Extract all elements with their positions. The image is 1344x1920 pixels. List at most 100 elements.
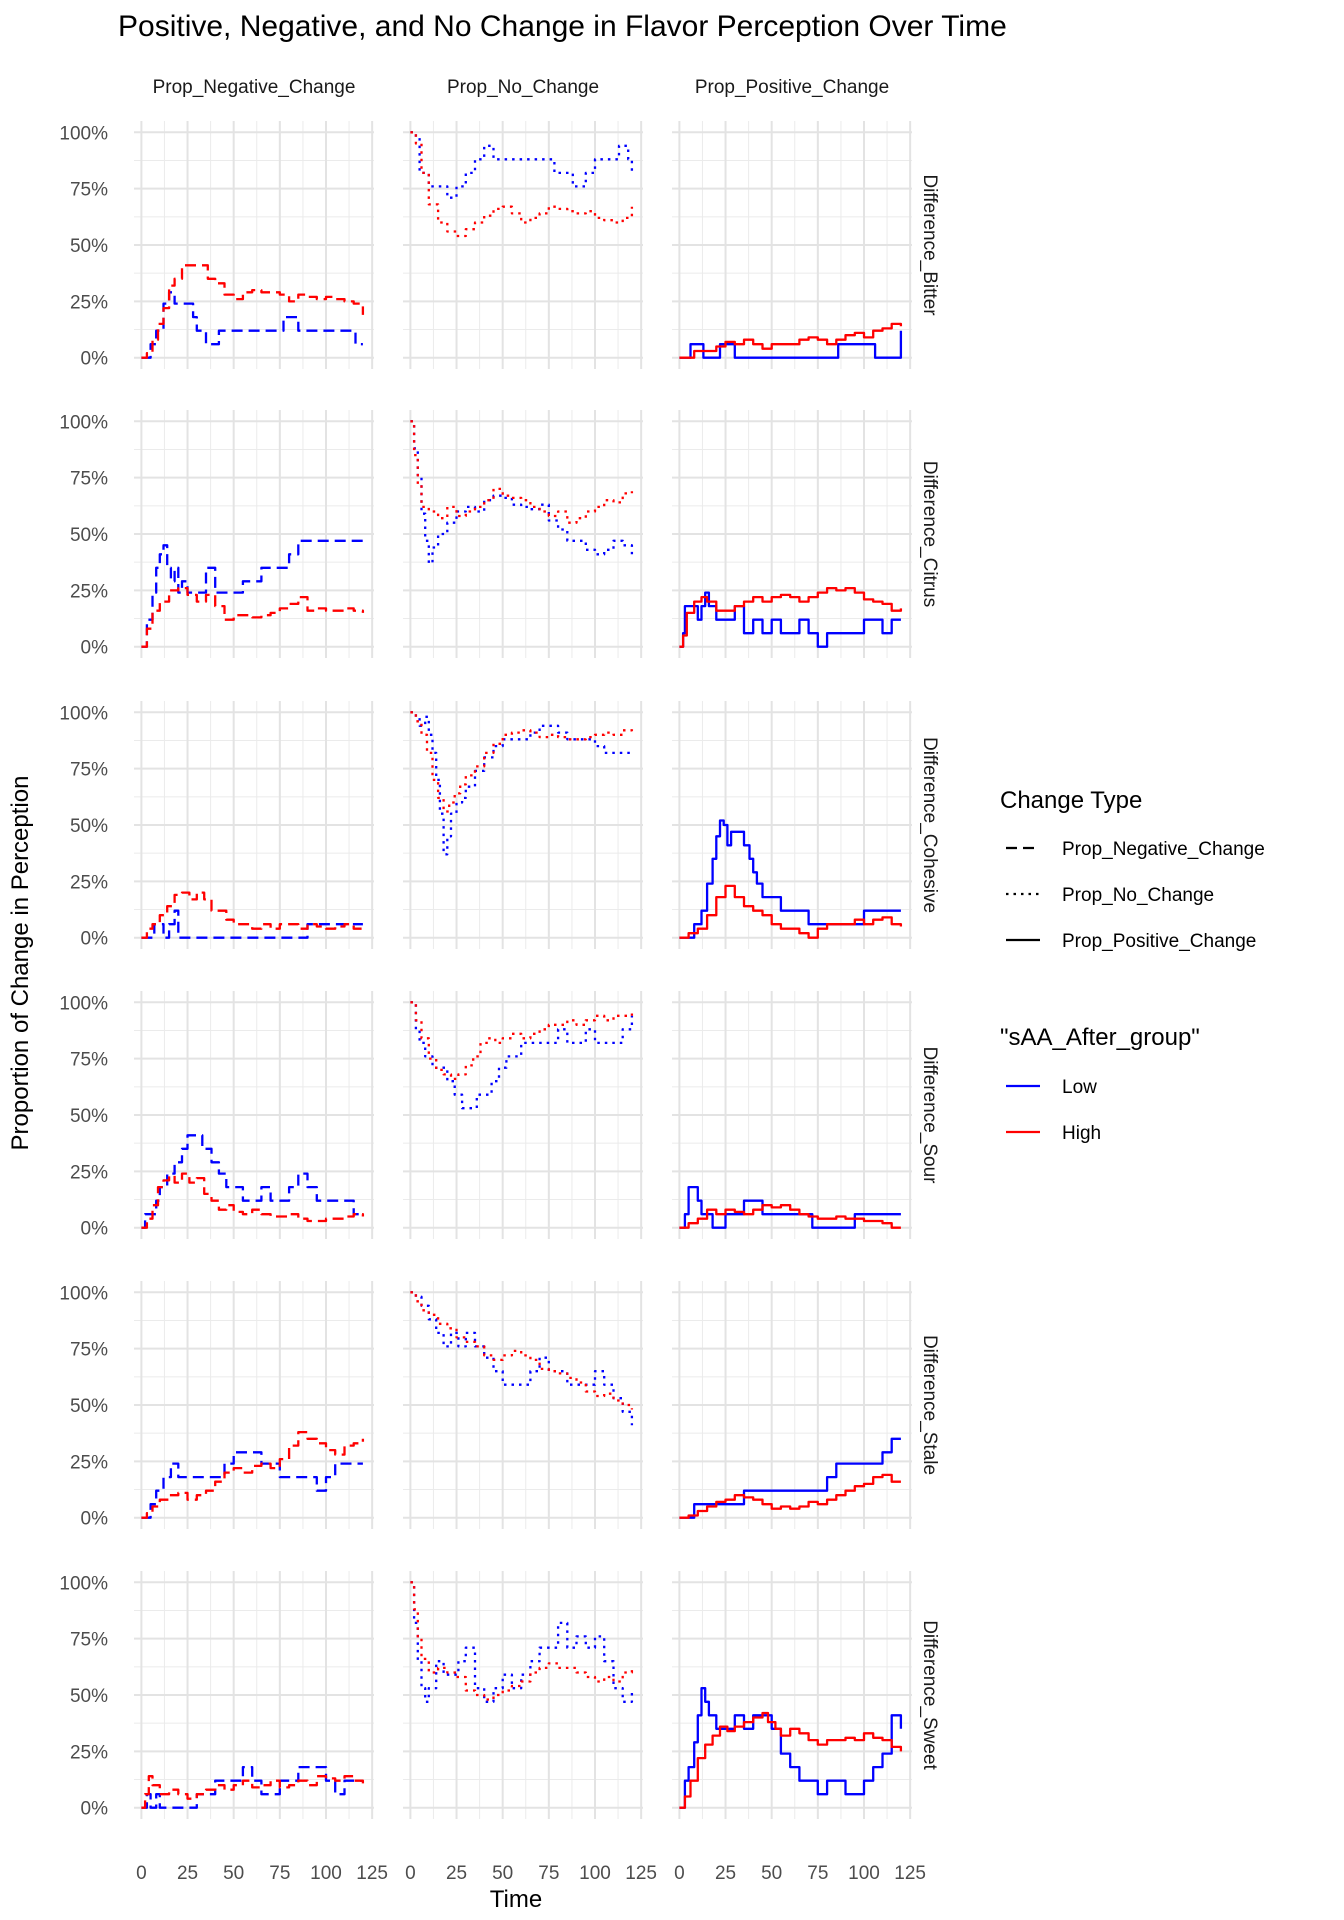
y-tick-label: 75% — [70, 1340, 108, 1361]
x-axis-label: Time — [490, 1886, 542, 1913]
y-tick-label: 25% — [70, 1742, 108, 1763]
legend-label: High — [1062, 1123, 1101, 1144]
y-tick-label: 100% — [59, 412, 108, 433]
series-line-high-difference_stale-prop_no_change — [410, 1291, 634, 1410]
legend-label: Prop_Negative_Change — [1062, 839, 1265, 860]
y-axis-label: Proportion of Change in Perception — [7, 776, 34, 1151]
series-line-low-difference_sour-prop_positive_change — [679, 1185, 901, 1229]
y-tick-label: 50% — [70, 236, 108, 257]
series-line-high-difference_cohesive-prop_positive_change — [679, 884, 903, 939]
series-line-low-difference_stale-prop_negative_change — [141, 1451, 363, 1519]
y-tick-label: 75% — [70, 760, 108, 781]
series-line-high-difference_bitter-prop_no_change — [410, 131, 634, 238]
series-line-high-difference_sour-prop_positive_change — [679, 1204, 901, 1229]
facet-row-label: Difference_Bitter — [919, 174, 940, 316]
x-tick-label: 0 — [674, 1863, 685, 1884]
series-line-high-difference_sour-prop_no_change — [410, 1001, 634, 1081]
x-tick-label: 75 — [538, 1863, 559, 1884]
facet-row-label: Difference_Citrus — [919, 461, 940, 607]
y-tick-label: 75% — [70, 469, 108, 490]
panel-grid — [403, 1281, 643, 1529]
y-tick-label: 50% — [70, 1106, 108, 1127]
y-tick-label: 25% — [70, 872, 108, 893]
y-tick-label: 50% — [70, 1686, 108, 1707]
panel-grid — [403, 1571, 643, 1819]
panel-grid — [134, 410, 374, 658]
series-line-low-difference_stale-prop_positive_change — [679, 1437, 901, 1519]
y-tick-label: 75% — [70, 1630, 108, 1651]
panel-grid — [672, 1571, 912, 1819]
panel-grid — [672, 991, 912, 1239]
y-tick-label: 50% — [70, 816, 108, 837]
series-line-high-difference_stale-prop_negative_change — [141, 1430, 365, 1519]
y-tick-label: 100% — [59, 1573, 108, 1594]
series-line-high-difference_citrus-prop_negative_change — [141, 586, 365, 648]
series-line-high-difference_sweet-prop_no_change — [410, 1581, 634, 1701]
x-tick-label: 0 — [136, 1863, 147, 1884]
panel-grid — [134, 1281, 374, 1529]
legend-label: Low — [1062, 1077, 1097, 1098]
series-line-low-difference_sweet-prop_negative_change — [141, 1765, 363, 1809]
y-tick-label: 75% — [70, 180, 108, 201]
y-tick-label: 0% — [81, 1509, 109, 1530]
series-line-high-difference_citrus-prop_no_change — [410, 420, 634, 524]
x-tick-label: 100 — [848, 1863, 880, 1884]
panel-grid — [134, 1571, 374, 1819]
series-line-low-difference_cohesive-prop_no_change — [410, 711, 632, 856]
y-tick-label: 25% — [70, 581, 108, 602]
y-tick-label: 25% — [70, 1162, 108, 1183]
series-line-high-difference_cohesive-prop_no_change — [410, 711, 634, 813]
series-line-high-difference_bitter-prop_positive_change — [679, 322, 903, 359]
x-tick-label: 50 — [761, 1863, 782, 1884]
x-tick-label: 25 — [446, 1863, 467, 1884]
facet-row-label: Difference_Sour — [919, 1047, 940, 1185]
panel-grid — [672, 701, 912, 949]
facet-panels: Prop_Negative_Change Prop_No_Change Prop_P… — [59, 77, 940, 1884]
y-tick-label: 0% — [81, 929, 109, 950]
series-line-low-difference_bitter-prop_positive_change — [679, 330, 903, 359]
facet-row-label: Difference_Sweet — [919, 1620, 940, 1770]
x-tick-label: 75 — [269, 1863, 290, 1884]
legend-label: Prop_No_Change — [1062, 885, 1214, 906]
series-line-high-difference_sweet-prop_positive_change — [679, 1711, 903, 1809]
y-tick-label: 25% — [70, 292, 108, 313]
x-tick-label: 125 — [625, 1863, 657, 1884]
series-line-low-difference_cohesive-prop_positive_change — [679, 819, 901, 939]
panel-grid — [403, 121, 643, 369]
x-tick-label: 25 — [177, 1863, 198, 1884]
series-line-high-difference_stale-prop_positive_change — [679, 1473, 901, 1519]
panel-grid — [672, 1281, 912, 1529]
panel-grid — [403, 410, 643, 658]
legend-label: Prop_Positive_Change — [1062, 931, 1256, 952]
series-line-low-difference_sweet-prop_no_change — [410, 1581, 634, 1703]
y-tick-label: 50% — [70, 525, 108, 546]
chart-title: Positive, Negative, and No Change in Fla… — [118, 10, 1007, 43]
y-tick-label: 0% — [81, 349, 109, 370]
series-line-high-difference_sweet-prop_negative_change — [141, 1775, 365, 1809]
facet-row-label: Difference_Cohesive — [919, 737, 940, 913]
facet-row-label: Difference_Stale — [919, 1335, 940, 1475]
legend-linetype-title: Change Type — [1000, 787, 1142, 814]
series-line-high-difference_cohesive-prop_negative_change — [141, 891, 365, 939]
x-tick-label: 125 — [894, 1863, 926, 1884]
facet-column-label: Prop_No_Change — [447, 77, 599, 98]
x-tick-label: 50 — [223, 1863, 244, 1884]
x-tick-label: 75 — [807, 1863, 828, 1884]
y-tick-label: 50% — [70, 1396, 108, 1417]
x-tick-label: 25 — [715, 1863, 736, 1884]
series-line-high-difference_citrus-prop_positive_change — [679, 586, 903, 648]
x-tick-label: 125 — [356, 1863, 388, 1884]
x-tick-label: 100 — [310, 1863, 342, 1884]
y-tick-label: 100% — [59, 703, 108, 724]
x-tick-label: 50 — [492, 1863, 513, 1884]
series-line-low-difference_citrus-prop_positive_change — [679, 591, 901, 648]
facet-column-label: Prop_Positive_Change — [695, 77, 889, 98]
x-tick-label: 100 — [579, 1863, 611, 1884]
panel-grid — [134, 701, 374, 949]
legend: Change Type Prop_Negative_Change Prop_No_C… — [1000, 787, 1265, 1144]
series-line-low-difference_sour-prop_negative_change — [141, 1134, 363, 1229]
y-tick-label: 25% — [70, 1452, 108, 1473]
series-line-high-difference_bitter-prop_negative_change — [141, 264, 365, 359]
